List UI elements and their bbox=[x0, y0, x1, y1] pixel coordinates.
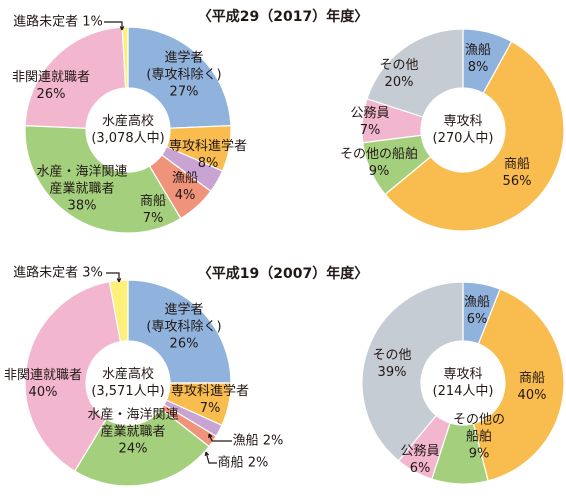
donut-slice-2-進路未定者 bbox=[108, 279, 129, 343]
slice-label-line: (専攻科除く) bbox=[146, 320, 221, 335]
donut-slice-0-進学者 bbox=[127, 26, 232, 129]
leader-line bbox=[104, 21, 123, 30]
slice-label-line: 水産・海洋関連 bbox=[87, 407, 178, 423]
slice-label-line: 専攻科進学者 bbox=[169, 138, 247, 154]
slice-label-line: 6% bbox=[410, 461, 431, 476]
slice-label-line: 商船 bbox=[519, 371, 545, 386]
donut-slice-0-進路未定者 bbox=[121, 26, 129, 89]
slice-label-line: 商船 bbox=[504, 157, 530, 172]
donut-slice-2-水産-海洋関連産業就職者 bbox=[73, 408, 210, 487]
donut-slice-3-その他 bbox=[361, 281, 464, 462]
slice-label-line: 7% bbox=[360, 123, 381, 138]
leader-arrowhead bbox=[116, 278, 122, 283]
leader-line bbox=[106, 272, 120, 282]
slice-label-line: その他の船舶 bbox=[340, 146, 418, 162]
leader-line bbox=[208, 433, 232, 442]
slice-label-line: 26% bbox=[37, 87, 66, 102]
leader-arrowhead bbox=[208, 433, 213, 439]
slice-label-line: 38% bbox=[68, 199, 97, 214]
center-label-title: 専攻科 bbox=[443, 367, 482, 382]
donut-slice-1-商船 bbox=[384, 40, 565, 232]
slice-label-line: その他 bbox=[372, 348, 411, 363]
leader-line bbox=[205, 451, 217, 464]
slice-label-line: 20% bbox=[385, 75, 414, 90]
slice-label-line: 39% bbox=[378, 365, 407, 380]
slice-label-line: 7% bbox=[143, 211, 164, 226]
leader-arrowhead bbox=[119, 26, 125, 31]
slice-label-line: 専攻科進学者 bbox=[171, 383, 249, 399]
center-label-title: 水産高校 bbox=[102, 366, 154, 382]
slice-label-line: 進路未定者 3% bbox=[13, 265, 103, 281]
slice-label-line: 7% bbox=[200, 401, 221, 416]
slice-label-line: 9% bbox=[469, 447, 490, 462]
slice-label-line: その他 bbox=[379, 58, 418, 73]
slice-label-line: 非関連就職者 bbox=[12, 70, 90, 85]
slice-label-line: 進学者 bbox=[164, 302, 203, 318]
slice-label-line: 商船 bbox=[140, 194, 166, 209]
donut-slice-2-進学者 bbox=[127, 279, 232, 384]
center-label-count: (214人中) bbox=[433, 384, 494, 399]
center-label-title: 専攻科 bbox=[443, 114, 482, 129]
slice-label-line: 漁船 2% bbox=[233, 434, 284, 449]
center-label-count: (3,078人中) bbox=[91, 131, 164, 146]
slice-label-line: その他の bbox=[453, 413, 505, 428]
donut-slice-3-商船 bbox=[472, 288, 565, 482]
slice-label-line: 6% bbox=[467, 312, 488, 327]
slice-label-line: 56% bbox=[503, 174, 532, 189]
slice-label-line: 27% bbox=[170, 85, 199, 100]
slice-label-line: 船舶 bbox=[466, 429, 492, 445]
center-label-count: (270人中) bbox=[433, 131, 494, 146]
slice-label-line: 公務員 bbox=[400, 444, 439, 459]
slice-label-line: 9% bbox=[369, 164, 390, 179]
slice-label-line: 漁船 bbox=[464, 295, 490, 310]
slice-label-line: 公務員 bbox=[350, 106, 389, 121]
slice-label-line: 8% bbox=[198, 156, 219, 171]
donut-slice-1-その他 bbox=[366, 28, 464, 118]
donut-slice-2-非関連就職者 bbox=[24, 280, 122, 472]
slice-label-line: 8% bbox=[468, 60, 489, 75]
slice-label-line: (専攻科除く) bbox=[146, 68, 221, 83]
donut-slice-0-水産-海洋関連産業就職者 bbox=[24, 125, 182, 234]
slice-label-line: 24% bbox=[119, 442, 148, 457]
slice-label-line: 4% bbox=[175, 188, 196, 203]
donut-slice-0-非関連就職者 bbox=[24, 26, 127, 129]
slice-label-line: 産業就職者 bbox=[100, 424, 165, 440]
center-label-title: 水産高校 bbox=[102, 113, 154, 129]
slice-label-line: 進路未定者 1% bbox=[13, 14, 103, 30]
slice-label-line: 40% bbox=[29, 385, 58, 400]
section-title: 〈平成29（2017）年度〉 bbox=[198, 8, 368, 25]
slice-label-line: 非関連就職者 bbox=[4, 368, 82, 383]
slice-label-line: 産業就職者 bbox=[49, 181, 114, 197]
slice-label-line: 水産・海洋関連 bbox=[36, 164, 127, 180]
slice-label-line: 漁船 bbox=[172, 171, 198, 186]
slice-label-line: 商船 2% bbox=[218, 456, 269, 471]
section-title: 〈平成19（2007）年度〉 bbox=[198, 265, 368, 282]
slice-label-line: 26% bbox=[170, 337, 199, 352]
slice-label-line: 漁船 bbox=[465, 43, 491, 58]
center-label-count: (3,571人中) bbox=[91, 384, 164, 399]
slice-label-line: 進学者 bbox=[164, 50, 203, 66]
leader-arrowhead bbox=[204, 451, 210, 457]
slice-label-line: 40% bbox=[518, 388, 547, 403]
